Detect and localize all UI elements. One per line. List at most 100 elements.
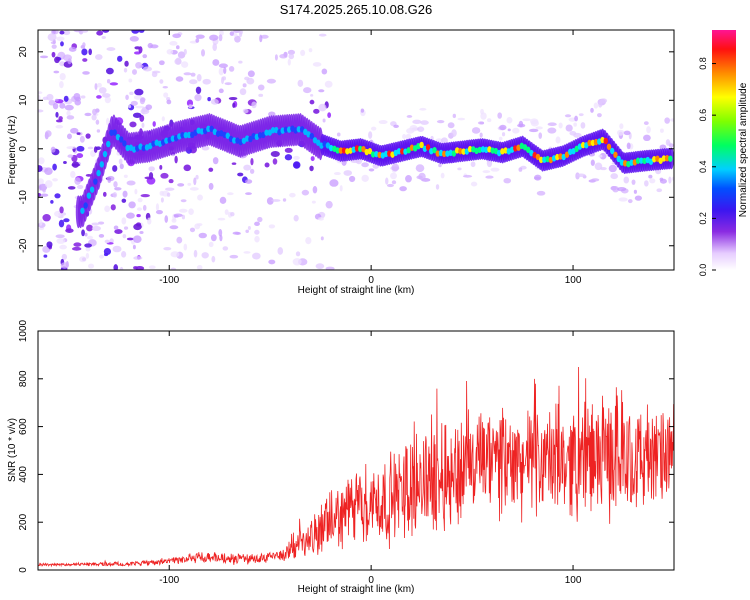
- spectrogram-noise-blob: [85, 252, 90, 259]
- spectrogram-ridge-core: [461, 148, 466, 155]
- spectrogram-noise-blob: [646, 126, 651, 134]
- spectrogram-noise-blob: [208, 241, 214, 248]
- spectrogram-noise-blob: [123, 226, 129, 230]
- spectrogram-noise-blob: [45, 130, 52, 138]
- spectrogram-noise-blob: [63, 218, 70, 223]
- spectrogram-noise-blob: [112, 191, 118, 198]
- spectrogram-noise-blob: [155, 210, 163, 215]
- spectrogram-noise-blob: [250, 157, 254, 166]
- spectrogram-noise-blob: [137, 197, 143, 203]
- spectrogram-noise-blob: [188, 208, 194, 215]
- spectrogram-noise-blob: [96, 30, 104, 36]
- spectrogram-ridge-core: [232, 137, 237, 144]
- spectrogram-noise-blob: [229, 254, 239, 259]
- spectrogram-noise-blob: [612, 186, 619, 193]
- spectrogram-noise-blob: [76, 153, 84, 159]
- spectrogram-noise-blob: [336, 132, 341, 137]
- spectrogram-noise-blob: [112, 165, 118, 172]
- spectrogram-noise-blob: [118, 158, 123, 165]
- spectrogram-noise-blob: [148, 265, 156, 269]
- spectrogram-noise-blob: [576, 173, 586, 178]
- spectrogram-noise-blob: [42, 214, 51, 222]
- spectrogram-noise-blob: [574, 115, 578, 122]
- spectrogram-noise-blob: [131, 30, 140, 34]
- spectrogram-noise-blob: [247, 226, 251, 231]
- spectrogram-noise-blob: [50, 41, 56, 45]
- spectrogram-noise-blob: [210, 98, 219, 105]
- spectrogram-noise-blob: [122, 190, 128, 198]
- spectrogram-noise-blob: [257, 216, 263, 223]
- spectrogram-noise-blob: [136, 207, 142, 211]
- colorbar-tick-label: 0.8: [698, 57, 708, 70]
- spectrogram-noise-blob: [350, 159, 360, 164]
- spectrogram-noise-blob: [85, 133, 91, 139]
- spectrogram-noise-blob: [176, 236, 183, 244]
- spectrogram-noise-blob: [163, 92, 169, 98]
- spectrogram-y-tick-label: 20: [18, 46, 29, 58]
- spectrogram-blobs: [38, 30, 674, 270]
- spectrogram-ridge-core: [419, 141, 424, 149]
- spectrogram-ridge-core: [96, 169, 101, 177]
- spectrogram-noise-blob: [67, 186, 76, 190]
- spectrogram-noise-blob: [132, 69, 138, 75]
- spectrogram-noise-blob: [58, 219, 65, 228]
- spectrogram-noise-blob: [343, 170, 353, 176]
- spectrogram-noise-blob: [128, 78, 133, 83]
- spectrogram-ridge-core: [613, 151, 618, 158]
- spectrogram-noise-blob: [106, 67, 114, 75]
- spectrogram-x-tick-label: -100: [159, 275, 179, 286]
- spectrogram-ridge-core: [225, 132, 230, 139]
- spectrogram-ridge-core: [580, 141, 586, 149]
- spectrogram-noise-blob: [534, 174, 542, 181]
- spectrogram-noise-blob: [177, 183, 185, 187]
- spectrogram-noise-blob: [391, 180, 397, 185]
- spectrogram-noise-blob: [218, 63, 228, 68]
- spectrogram-noise-blob: [59, 30, 65, 35]
- spectrogram-noise-blob: [160, 197, 164, 203]
- spectrogram-noise-blob: [501, 132, 506, 137]
- snr-y-ticks: 0 200 400 600 800 1000: [18, 319, 674, 573]
- spectrogram-ridge-core: [199, 128, 205, 135]
- spectrogram-ridge-core: [251, 132, 256, 140]
- spectrogram-noise-blob: [266, 197, 274, 205]
- spectrogram-noise-blob: [42, 96, 49, 101]
- spectrogram-noise-blob: [152, 121, 156, 127]
- spectrogram-noise-blob: [618, 197, 628, 202]
- spectrogram-noise-blob: [38, 192, 42, 197]
- spectrogram-noise-blob: [451, 129, 457, 137]
- spectrogram-noise-blob: [578, 113, 584, 117]
- spectrogram-noise-blob: [119, 266, 124, 270]
- spectrogram-ridge-core: [270, 127, 276, 134]
- spectrogram-noise-blob: [114, 229, 123, 234]
- spectrogram-noise-blob: [88, 48, 92, 56]
- spectrogram-ridge-core: [425, 144, 431, 151]
- spectrogram-noise-blob: [486, 118, 492, 123]
- spectrogram-noise-blob: [169, 225, 179, 230]
- spectrogram-noise-blob: [43, 254, 48, 258]
- spectrogram-noise-blob: [270, 151, 280, 158]
- colorbar-ticks: 0.0 0.2 0.4 0.6 0.8: [698, 57, 716, 276]
- spectrogram-ridge-core: [668, 155, 673, 162]
- spectrogram-noise-blob: [231, 162, 237, 165]
- spectrogram-ridge-core: [80, 207, 85, 214]
- spectrogram-noise-blob: [670, 118, 674, 122]
- spectrogram-noise-blob: [54, 193, 61, 199]
- spectrogram-noise-blob: [318, 217, 324, 221]
- spectrogram-ridge-core: [664, 155, 670, 162]
- spectrogram-noise-blob: [175, 57, 182, 65]
- spectrogram-ridge-core: [183, 131, 188, 139]
- spectrogram-noise-blob: [368, 131, 373, 139]
- spectrogram-noise-blob: [517, 123, 526, 128]
- spectrogram-x-axis-label: Height of straight line (km): [298, 285, 415, 296]
- spectrogram-noise-blob: [84, 112, 92, 117]
- spectrogram-noise-blob: [46, 241, 53, 248]
- snr-y-tick-label: 200: [18, 513, 29, 530]
- colorbar-tick-label: 0.6: [698, 109, 708, 122]
- spectrogram-noise-blob: [447, 122, 455, 129]
- spectrogram-ridge-core: [112, 129, 117, 136]
- spectrogram-noise-blob: [129, 91, 134, 96]
- spectrogram-ridge-core: [564, 151, 570, 158]
- spectrogram-ridge-core: [396, 148, 402, 155]
- spectrogram-noise-blob: [133, 235, 142, 244]
- spectrogram-noise-blob: [518, 167, 523, 172]
